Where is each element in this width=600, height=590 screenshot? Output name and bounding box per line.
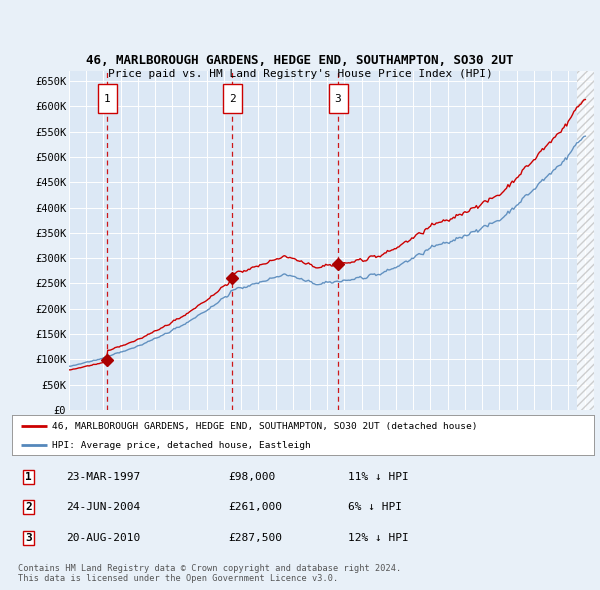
FancyBboxPatch shape xyxy=(223,84,242,113)
Text: 2: 2 xyxy=(229,94,236,104)
Text: 3: 3 xyxy=(335,94,341,104)
Text: 24-JUN-2004: 24-JUN-2004 xyxy=(66,503,140,512)
Text: Price paid vs. HM Land Registry's House Price Index (HPI): Price paid vs. HM Land Registry's House … xyxy=(107,69,493,78)
Bar xyxy=(577,71,594,410)
Text: £98,000: £98,000 xyxy=(228,472,275,481)
Text: 3: 3 xyxy=(25,533,32,543)
Text: £261,000: £261,000 xyxy=(228,503,282,512)
Text: 23-MAR-1997: 23-MAR-1997 xyxy=(66,472,140,481)
Text: 12% ↓ HPI: 12% ↓ HPI xyxy=(348,533,409,543)
Text: Contains HM Land Registry data © Crown copyright and database right 2024.
This d: Contains HM Land Registry data © Crown c… xyxy=(18,563,401,583)
Text: 20-AUG-2010: 20-AUG-2010 xyxy=(66,533,140,543)
Text: 1: 1 xyxy=(25,472,32,481)
Text: 2: 2 xyxy=(25,503,32,512)
Text: 46, MARLBOROUGH GARDENS, HEDGE END, SOUTHAMPTON, SO30 2UT: 46, MARLBOROUGH GARDENS, HEDGE END, SOUT… xyxy=(86,54,514,67)
Text: 11% ↓ HPI: 11% ↓ HPI xyxy=(348,472,409,481)
Text: HPI: Average price, detached house, Eastleigh: HPI: Average price, detached house, East… xyxy=(52,441,310,450)
Text: 1: 1 xyxy=(104,94,110,104)
FancyBboxPatch shape xyxy=(98,84,116,113)
Text: £287,500: £287,500 xyxy=(228,533,282,543)
Text: 6% ↓ HPI: 6% ↓ HPI xyxy=(348,503,402,512)
FancyBboxPatch shape xyxy=(329,84,347,113)
Text: 46, MARLBOROUGH GARDENS, HEDGE END, SOUTHAMPTON, SO30 2UT (detached house): 46, MARLBOROUGH GARDENS, HEDGE END, SOUT… xyxy=(52,422,477,431)
